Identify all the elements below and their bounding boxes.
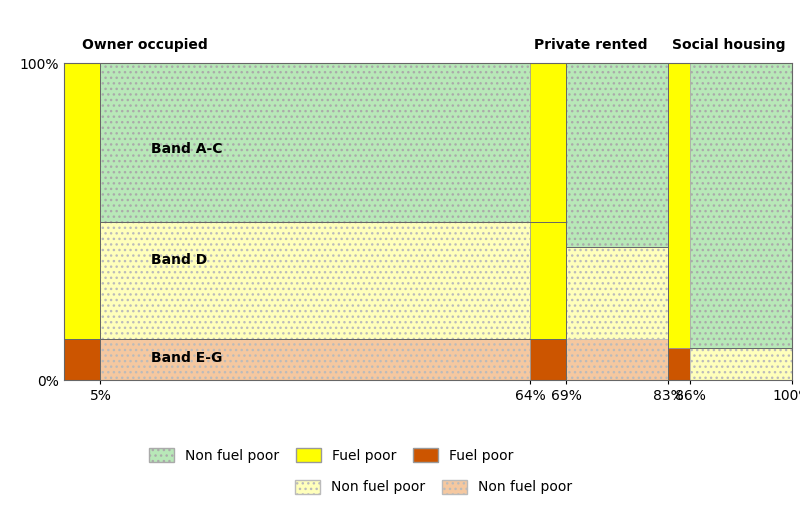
Bar — [64, 63, 101, 339]
Text: Private rented: Private rented — [534, 38, 647, 52]
Text: Owner occupied: Owner occupied — [82, 38, 208, 52]
Bar — [668, 63, 690, 348]
Text: Band A-C: Band A-C — [151, 142, 223, 156]
Bar — [690, 348, 792, 380]
Bar — [101, 339, 530, 380]
Bar — [101, 63, 530, 222]
Text: Band D: Band D — [151, 253, 208, 267]
Bar — [566, 63, 668, 247]
Bar — [690, 63, 792, 348]
Text: Band E-G: Band E-G — [151, 351, 222, 365]
Text: Social housing: Social housing — [672, 38, 786, 52]
Bar — [530, 339, 566, 380]
Bar — [668, 348, 690, 380]
Bar — [566, 247, 668, 339]
Bar — [64, 339, 101, 380]
Bar — [530, 63, 566, 339]
Bar — [566, 339, 668, 380]
Bar — [101, 222, 530, 339]
Legend: Non fuel poor, Non fuel poor: Non fuel poor, Non fuel poor — [290, 474, 578, 500]
